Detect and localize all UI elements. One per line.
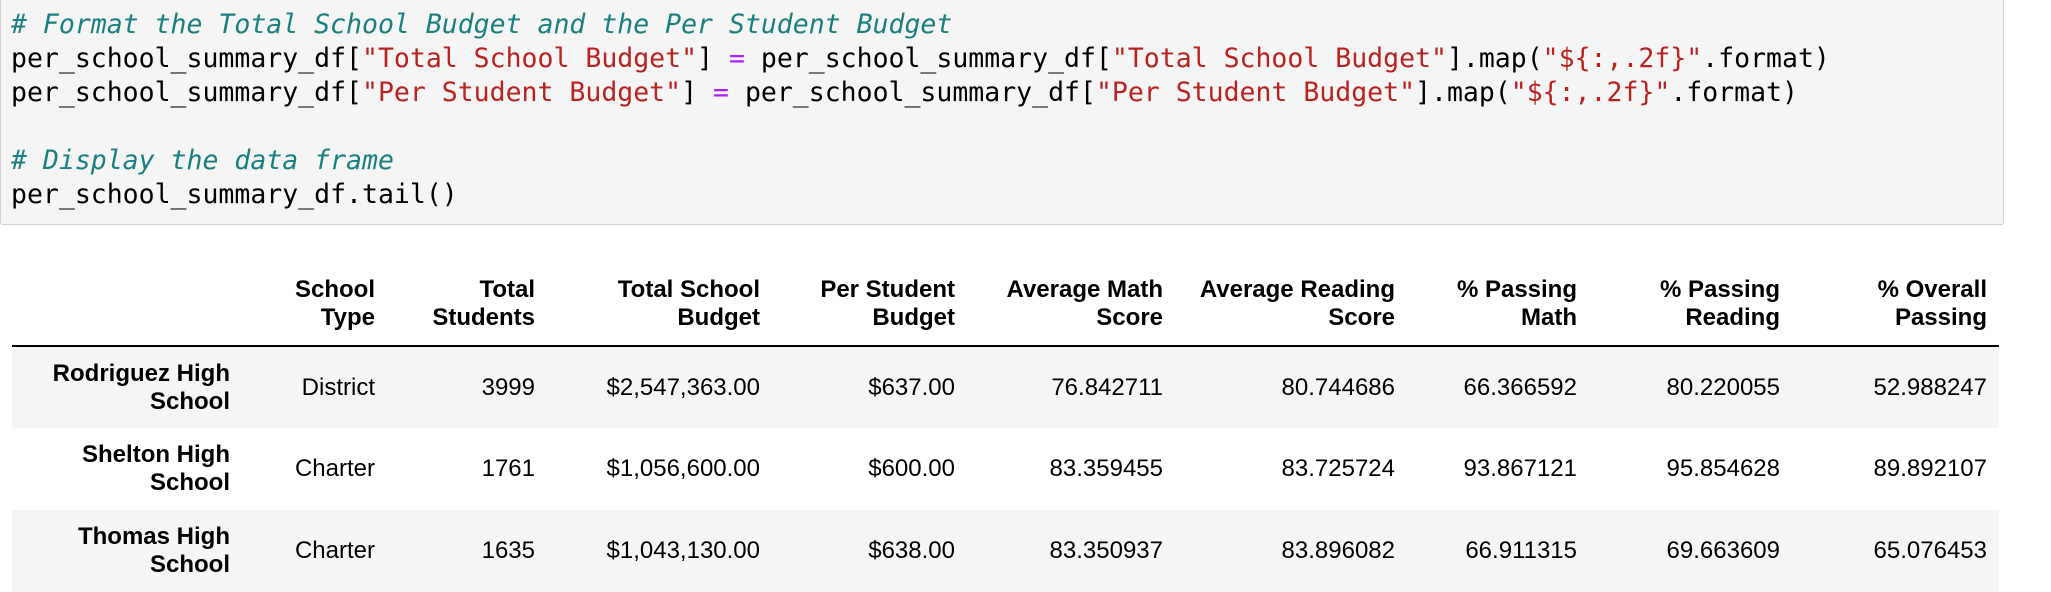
cell-average-reading: 83.725724 (1281, 455, 1395, 482)
header-average-math-score: Average Math Score (967, 267, 1175, 347)
code-text: .format) (1670, 77, 1798, 108)
table-header-row: School Type Total Students Total School Bud… (12, 267, 1999, 347)
cell-average-reading: 80.744686 (1281, 373, 1395, 401)
header-per-student-budget: Per Student Budget (772, 267, 967, 347)
cell-total-budget: $1,043,130.00 (606, 537, 760, 564)
code-comment: # Display the data frame (11, 145, 394, 176)
code-text: ] (697, 43, 729, 74)
code-string: "Total School Budget" (1111, 43, 1447, 74)
cell-passing-math: 66.911315 (1465, 537, 1577, 564)
table-row: Shelton High School Charter 1761 $1,056,6… (12, 428, 1999, 510)
header-overall-passing: % Overall Passing (1792, 267, 1999, 347)
code-line-5: # Display the data frame (11, 144, 1830, 178)
code-text: .format) (1702, 43, 1830, 74)
cell-total-budget: $1,056,600.00 (606, 455, 760, 482)
row-index-school: Thomas High School (77, 523, 230, 578)
cell-average-math: 83.350937 (1049, 537, 1163, 564)
code-string: "Total School Budget" (362, 43, 698, 74)
code-line-2: per_school_summary_df["Total School Budg… (11, 42, 1830, 76)
cell-per-student-budget: $600.00 (868, 455, 955, 482)
index-header (12, 267, 242, 347)
cell-school-type: Charter (294, 455, 375, 482)
cell-average-math: 83.359455 (1049, 455, 1163, 482)
header-passing-reading: % Passing Reading (1589, 267, 1792, 347)
cell-per-student-budget: $638.00 (868, 537, 955, 564)
header-average-reading-score: Average Reading Score (1175, 267, 1407, 347)
cell-passing-reading: 95.854628 (1666, 455, 1780, 482)
cell-passing-math: 93.867121 (1463, 455, 1577, 482)
cell-passing-reading: 80.220055 (1666, 373, 1780, 401)
cell-total-students: 1635 (481, 537, 535, 564)
cell-school-type: Charter (294, 537, 375, 564)
code-string: "Per Student Budget" (1095, 77, 1416, 108)
code-line-3: per_school_summary_df["Per Student Budge… (11, 76, 1830, 110)
dataframe-output-table: School Type Total Students Total School Bud… (12, 267, 1999, 592)
code-line-6: per_school_summary_df.tail() (11, 178, 1830, 212)
header-passing-math: % Passing Math (1407, 267, 1589, 347)
code-string: "${:,.2f}" (1510, 77, 1671, 108)
cell-overall-passing: 89.892107 (1873, 455, 1987, 482)
row-index-school: Shelton High School (82, 441, 230, 496)
cell-total-students: 1761 (481, 455, 535, 482)
code-string: "Per Student Budget" (362, 77, 682, 108)
cell-total-budget: $2,547,363.00 (606, 373, 760, 401)
row-index-school: Rodriguez High School (52, 359, 230, 415)
cell-average-reading: 83.896082 (1281, 537, 1395, 564)
code-text: per_school_summary_df.tail() (11, 179, 458, 210)
code-text: per_school_summary_df[ (728, 77, 1096, 108)
table-row: Rodriguez High School District 3999 $2,54… (12, 346, 1999, 428)
code-text: ].map( (1415, 77, 1511, 108)
cell-overall-passing: 52.988247 (1873, 373, 1987, 401)
cell-overall-passing: 65.076453 (1873, 537, 1987, 564)
table-row: Thomas High School Charter 1635 $1,043,13… (12, 510, 1999, 592)
code-cell[interactable]: # Format the Total School Budget and the… (0, 0, 2004, 225)
code-editor[interactable]: # Format the Total School Budget and the… (11, 8, 1830, 212)
code-text: ].map( (1446, 43, 1543, 74)
cell-average-math: 76.842711 (1051, 373, 1163, 401)
cell-passing-reading: 69.663609 (1666, 537, 1780, 564)
cell-per-student-budget: $637.00 (868, 373, 955, 401)
code-text: ] (681, 77, 714, 108)
cell-school-type: District (301, 373, 375, 401)
code-operator: = (713, 77, 729, 108)
header-total-school-budget: Total School Budget (547, 267, 772, 347)
code-text: per_school_summary_df[ (11, 43, 362, 74)
code-line-4 (11, 110, 1830, 144)
cell-total-students: 3999 (481, 373, 535, 401)
code-text: per_school_summary_df[ (744, 43, 1112, 74)
code-comment: # Format the Total School Budget and the… (11, 9, 953, 40)
code-string: "${:,.2f}" (1542, 43, 1703, 74)
code-operator: = (728, 43, 745, 74)
header-school-type: School Type (242, 267, 387, 347)
code-text: per_school_summary_df[ (11, 77, 362, 108)
cell-passing-math: 66.366592 (1463, 373, 1577, 401)
header-total-students: Total Students (387, 267, 547, 347)
code-line-1: # Format the Total School Budget and the… (11, 8, 1830, 42)
